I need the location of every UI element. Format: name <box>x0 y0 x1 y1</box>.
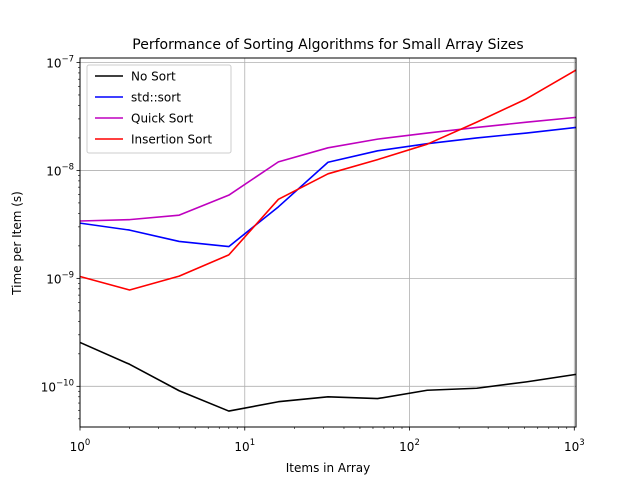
x-tick-label: 103 <box>564 438 585 454</box>
plot-frame <box>79 57 577 428</box>
x-tick-label: 102 <box>399 438 420 454</box>
x-tick-label: 101 <box>234 438 255 454</box>
x-tick-label: 100 <box>70 438 91 454</box>
y-tick-label: 10−8 <box>46 162 74 178</box>
y-tick-label: 10−9 <box>46 270 74 286</box>
series-line-quick-sort <box>79 116 577 222</box>
legend-label-quick-sort: Quick Sort <box>131 112 194 126</box>
series-line-insertion-sort <box>79 69 577 291</box>
chart-title: Performance of Sorting Algorithms for Sm… <box>132 37 523 53</box>
y-axis-label: Time per Item (s) <box>10 191 24 296</box>
legend-box <box>86 64 232 154</box>
y-tick-label: 10−7 <box>46 54 74 70</box>
plot-area: 100 101 102 103 10−10 10−9 10−8 10−7 <box>41 54 585 454</box>
tick-layer: 100 101 102 103 10−10 10−9 10−8 10−7 <box>41 54 585 454</box>
x-axis-label: Items in Array <box>286 461 370 475</box>
legend-label-std-sort: std::sort <box>131 91 181 105</box>
series-line-no-sort <box>79 341 577 412</box>
series-layer <box>79 69 577 412</box>
y-tick-label: 10−10 <box>41 378 74 394</box>
legend-label-insertion-sort: Insertion Sort <box>131 133 212 147</box>
legend-label-no-sort: No Sort <box>131 70 176 84</box>
series-line-std-sort <box>79 126 577 248</box>
